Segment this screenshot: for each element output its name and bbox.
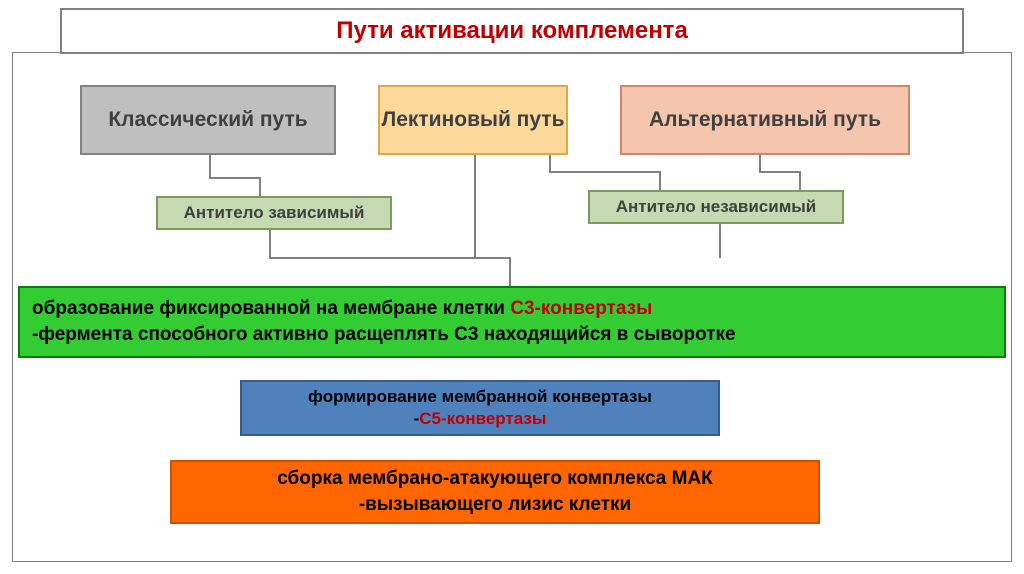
classical-pathway-box: Классический путь <box>80 85 336 155</box>
classical-label: Классический путь <box>108 108 307 132</box>
antibody-dependent-box: Антитело зависимый <box>156 196 392 230</box>
alternative-pathway-box: Альтернативный путь <box>620 85 910 155</box>
blue-line1: формирование мембранной конвертазы <box>308 386 652 408</box>
antibody-independent-box: Антитело независимый <box>588 190 844 224</box>
orange-line2: -вызывающего лизис клетки <box>359 492 631 518</box>
green-line2: -фермента способного активно расщеплять … <box>32 322 992 348</box>
alternative-label: Альтернативный путь <box>649 108 881 132</box>
dependent-label: Антитело зависимый <box>184 203 365 223</box>
green-line1: образование фиксированной на мембране кл… <box>32 296 992 322</box>
blue-line2: -С5-конвертазы <box>414 408 547 430</box>
orange-line1: сборка мембрано-атакующего комплекса МАК <box>277 466 713 492</box>
title-text: Пути активации комплемента <box>336 17 688 45</box>
lectin-label: Лектиновый путь <box>381 108 564 132</box>
mac-box: сборка мембрано-атакующего комплекса МАК… <box>170 460 820 524</box>
c5-convertase-box: формирование мембранной конвертазы -С5-к… <box>240 380 720 436</box>
lectin-pathway-box: Лектиновый путь <box>378 85 568 155</box>
c3-convertase-box: образование фиксированной на мембране кл… <box>18 286 1006 358</box>
title-box: Пути активации комплемента <box>60 8 964 54</box>
independent-label: Антитело независимый <box>616 197 817 217</box>
